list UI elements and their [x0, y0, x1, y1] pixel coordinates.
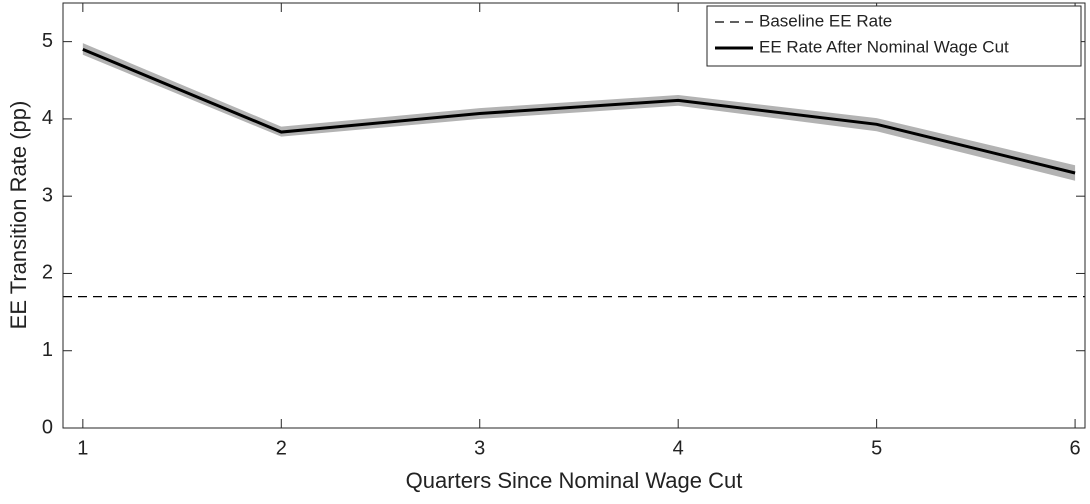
y-tick-label: 0 — [42, 416, 53, 438]
y-tick-label: 1 — [42, 339, 53, 361]
legend-box — [706, 5, 1082, 67]
plot-frame — [62, 2, 1086, 429]
x-tick-label: 4 — [673, 437, 684, 459]
y-tick-label: 3 — [42, 184, 53, 206]
x-tick-label: 1 — [77, 437, 88, 459]
legend-label: Baseline EE Rate — [759, 11, 892, 30]
legend-label: EE Rate After Nominal Wage Cut — [759, 37, 1009, 56]
x-tick-label: 6 — [1070, 437, 1081, 459]
y-tick-label: 2 — [42, 262, 53, 284]
series-line — [82, 47, 1076, 175]
x-tick-label: 5 — [871, 437, 882, 459]
x-axis-label: Quarters Since Nominal Wage Cut — [406, 468, 743, 493]
confidence-band — [82, 43, 1076, 181]
y-axis-label: EE Transition Rate (pp) — [6, 101, 31, 330]
y-tick-label: 5 — [42, 30, 53, 52]
x-tick-label: 2 — [276, 437, 287, 459]
y-tick-label: 4 — [42, 107, 53, 129]
x-tick-label: 3 — [474, 437, 485, 459]
